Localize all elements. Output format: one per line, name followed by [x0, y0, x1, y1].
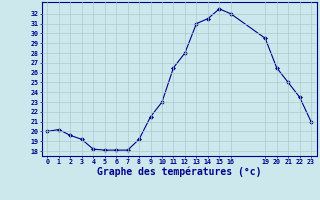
X-axis label: Graphe des températures (°c): Graphe des températures (°c): [97, 167, 261, 177]
